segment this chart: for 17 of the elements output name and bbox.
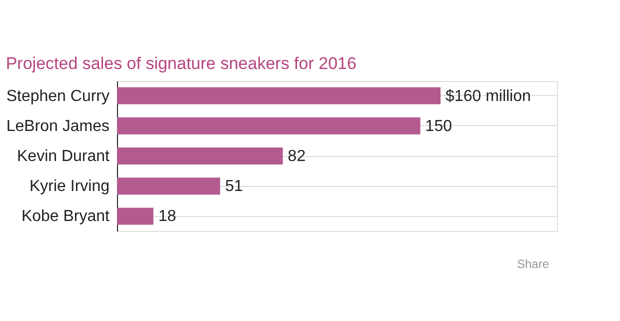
bar bbox=[117, 178, 220, 195]
bar bbox=[117, 117, 420, 134]
y-tick-label: Kyrie Irving bbox=[29, 178, 110, 196]
data-label: $160 million bbox=[446, 88, 531, 105]
y-tick-label: Kobe Bryant bbox=[21, 208, 110, 226]
chart-title: Projected sales of signature sneakers for 2016 bbox=[6, 54, 356, 73]
data-label: 82 bbox=[288, 148, 306, 165]
bar bbox=[117, 87, 441, 104]
y-tick-label: Stephen Curry bbox=[6, 88, 110, 105]
bar bbox=[117, 148, 283, 164]
y-tick-label: Kevin Durant bbox=[17, 148, 110, 165]
data-label: 150 bbox=[425, 118, 452, 135]
y-tick-label: LeBron James bbox=[6, 118, 110, 135]
text: Share bbox=[516, 257, 550, 271]
data-label: 51 bbox=[225, 178, 244, 196]
bar bbox=[117, 208, 154, 225]
data-label: 18 bbox=[158, 208, 176, 226]
